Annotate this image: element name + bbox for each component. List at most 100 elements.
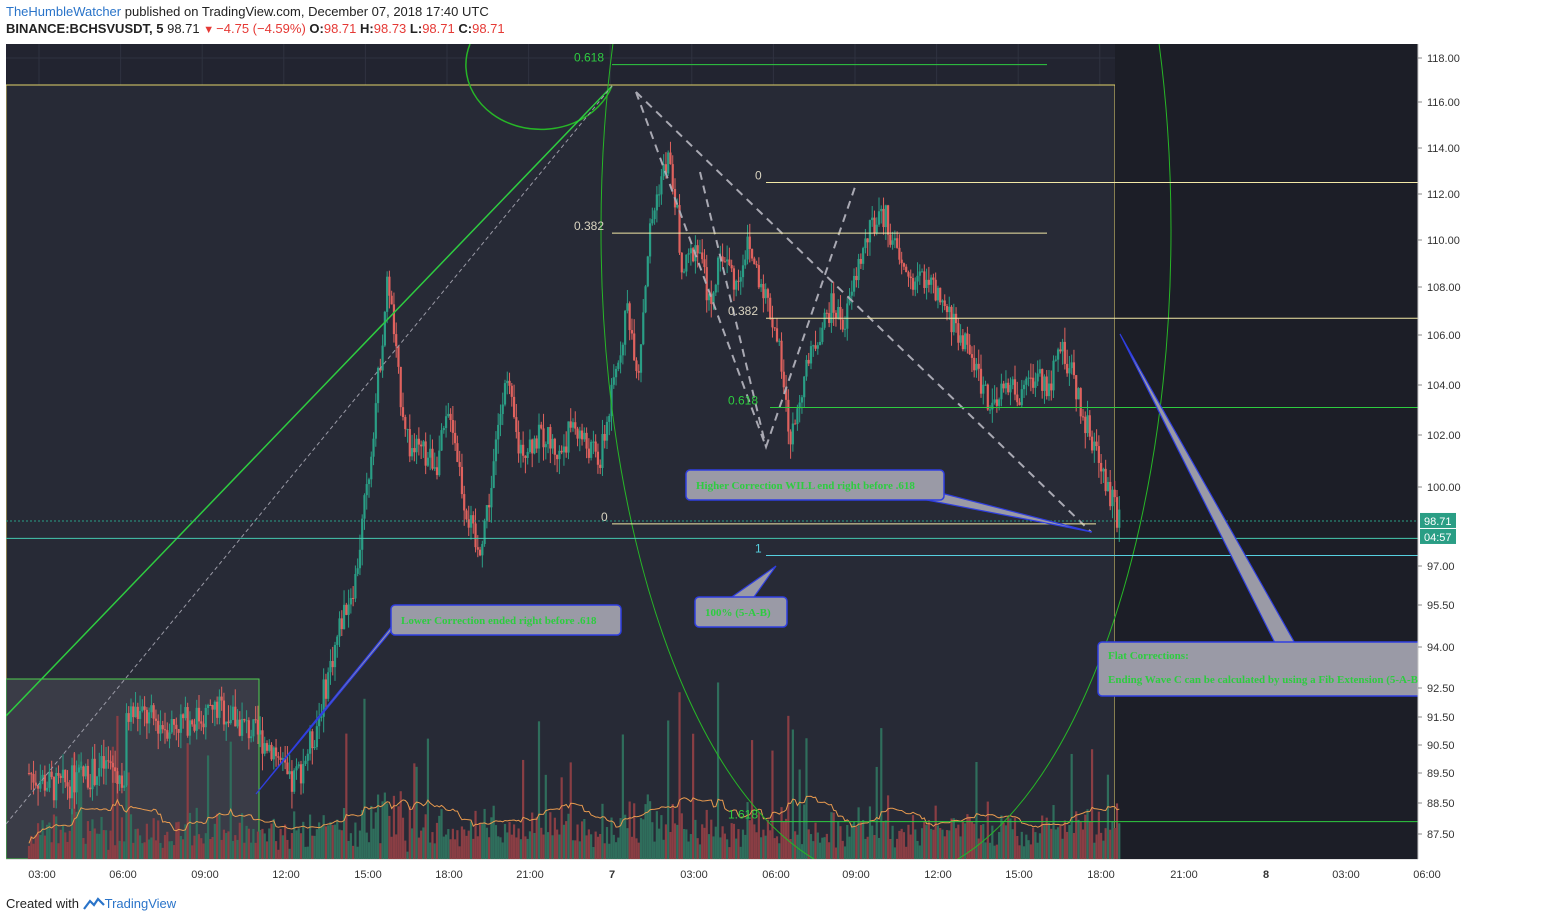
- candle-body: [433, 467, 436, 469]
- candle-body: [553, 438, 556, 455]
- volume-bar: [57, 843, 60, 859]
- volume-bar: [70, 808, 74, 859]
- candle-body: [261, 730, 264, 754]
- volume-bar: [329, 822, 332, 859]
- volume-bar: [948, 830, 951, 859]
- candle-body: [544, 444, 547, 448]
- price-chart[interactable]: 0.618 0 0.382 0.382 0.618 0 1 1.618 Lower Corre…: [6, 44, 1498, 859]
- candle-body: [431, 448, 434, 469]
- candle-body: [782, 371, 785, 388]
- candle-body: [590, 441, 593, 458]
- volume-bar: [970, 821, 974, 859]
- candle-body: [116, 771, 119, 784]
- candle-body: [1059, 349, 1062, 352]
- candle-body: [478, 549, 482, 556]
- volume-bar: [444, 834, 448, 859]
- candle-body: [272, 747, 275, 760]
- candle-body: [127, 713, 130, 722]
- candle-body: [562, 446, 566, 453]
- volume-bar: [440, 809, 443, 859]
- volume-bar: [424, 814, 427, 859]
- candle-body: [50, 771, 53, 777]
- volume-bar: [236, 839, 239, 859]
- candle-body: [857, 258, 860, 281]
- candle-body: [408, 429, 411, 457]
- tradingview-brand[interactable]: TradingView: [104, 896, 177, 911]
- volume-bar: [365, 832, 368, 859]
- volume-bar: [1045, 817, 1048, 859]
- volume-bar: [542, 834, 545, 859]
- volume-bar: [227, 831, 230, 859]
- volume-bar: [871, 825, 874, 859]
- candle-body: [451, 420, 454, 433]
- volume-bars: [27, 682, 1121, 859]
- time-tick-label: 06:00: [1413, 869, 1441, 881]
- candle-body: [1079, 388, 1082, 417]
- candle-body: [676, 205, 679, 208]
- volume-bar: [737, 829, 740, 859]
- volume-bar: [769, 830, 772, 859]
- candle-body: [1050, 383, 1053, 391]
- volume-bar: [825, 833, 828, 859]
- volume-bar: [535, 817, 538, 859]
- volume-bar: [580, 821, 584, 859]
- candle-body: [852, 275, 856, 292]
- volume-bar: [191, 845, 194, 859]
- volume-bar: [537, 721, 541, 859]
- candle-body: [225, 721, 228, 725]
- candle-body: [259, 730, 262, 735]
- candle-body: [490, 487, 493, 508]
- candle-body: [1009, 384, 1012, 393]
- candle-body: [209, 704, 212, 706]
- candle-body: [347, 604, 350, 615]
- volume-bar: [633, 803, 636, 859]
- candle-body: [964, 333, 967, 350]
- candle-body: [1111, 489, 1114, 507]
- candle-body: [807, 359, 810, 364]
- volume-bar: [995, 844, 998, 859]
- volume-bar: [723, 833, 726, 859]
- volume-bar: [1022, 846, 1026, 859]
- volume-bar: [200, 838, 203, 859]
- time-axis[interactable]: 03:00 06:00 09:00 12:00 15:00 18:00 21:00 7 03:0…: [6, 859, 1498, 891]
- volume-bar: [481, 823, 484, 859]
- volume-bar: [619, 818, 622, 859]
- volume-bar: [361, 810, 364, 859]
- candle-body: [80, 766, 83, 768]
- candle-body: [415, 438, 418, 453]
- volume-bar: [114, 845, 117, 859]
- volume-bar: [664, 824, 668, 859]
- author-link[interactable]: TheHumbleWatcher: [6, 4, 122, 19]
- volume-bar: [148, 839, 151, 859]
- volume-bar: [86, 821, 90, 859]
- candle-body: [599, 464, 602, 468]
- future-region: [1115, 44, 1418, 859]
- volume-bar: [304, 846, 307, 859]
- candle-body: [726, 259, 729, 262]
- candle-body: [220, 696, 223, 701]
- symbol-label: BINANCE:BCHSVUSDT, 5: [6, 21, 164, 36]
- candle-body: [195, 707, 198, 731]
- ohlc-close: 98.71: [472, 21, 505, 36]
- drawings: 0.618 0 0.382 0.382 0.618 0 1 1.618: [6, 44, 1498, 859]
- volume-bar: [150, 837, 153, 859]
- candle-body: [948, 306, 951, 313]
- candle-body: [882, 208, 885, 228]
- volume-bar: [771, 750, 774, 859]
- candle-body: [460, 466, 464, 495]
- candle-body: [678, 205, 681, 253]
- candle-body: [476, 547, 479, 550]
- candle-body: [1004, 382, 1008, 389]
- time-tick-label: 09:00: [842, 869, 870, 881]
- candle-body: [957, 323, 960, 343]
- volume-bar: [193, 835, 196, 859]
- volume-bar: [272, 818, 275, 859]
- volume-bar: [639, 818, 643, 859]
- volume-bar: [388, 815, 391, 859]
- volume-bar: [739, 846, 742, 859]
- candle-body: [1036, 373, 1039, 382]
- volume-bar: [719, 837, 722, 859]
- volume-bar: [968, 816, 971, 859]
- fib-extension-note-text: 100% (5-A-B): [705, 607, 771, 619]
- volume-bar: [322, 815, 325, 859]
